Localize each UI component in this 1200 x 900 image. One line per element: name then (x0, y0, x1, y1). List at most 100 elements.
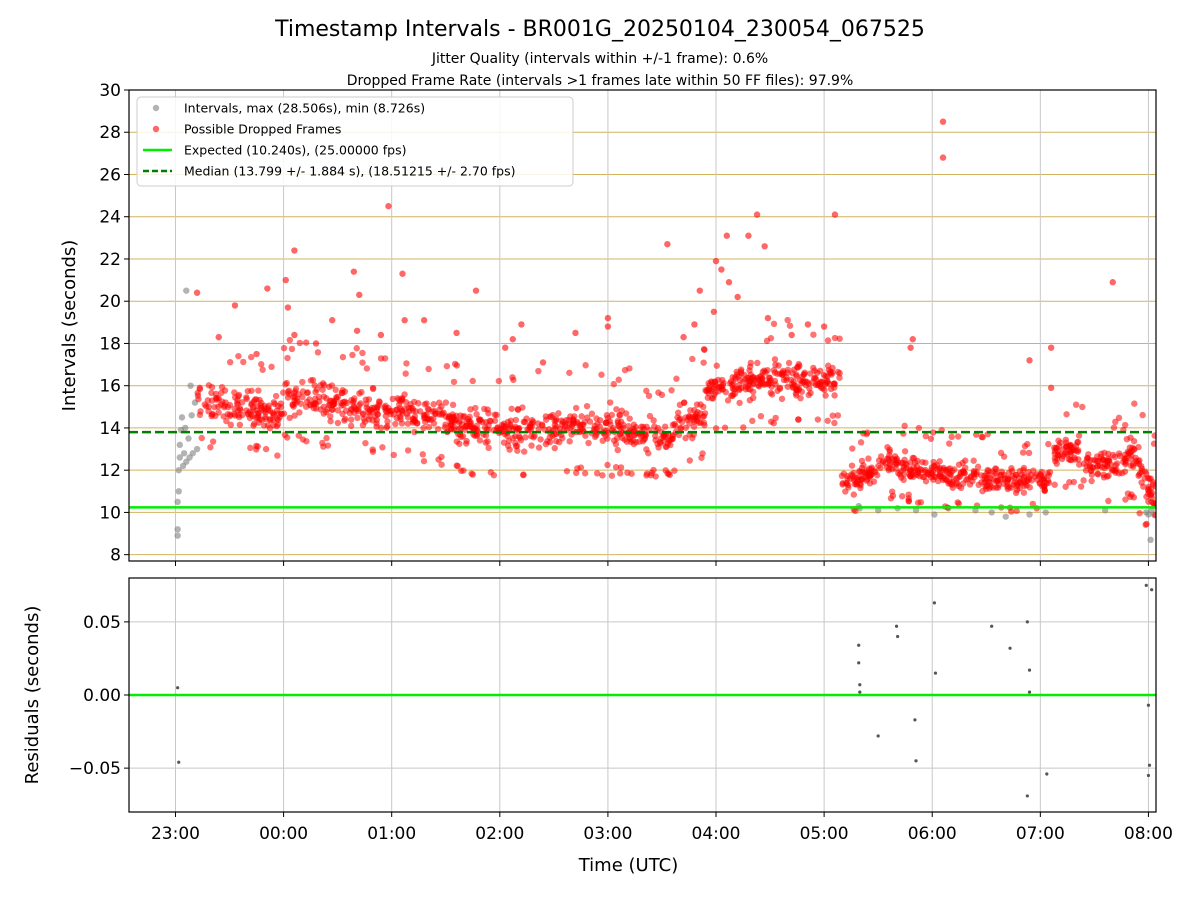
dropped-frame-point (646, 412, 654, 420)
dropped-frame-point (810, 331, 817, 338)
interval-point (180, 450, 188, 457)
dropped-frame-point (604, 314, 612, 322)
dropped-frame-point (546, 426, 553, 433)
dropped-frame-point (747, 359, 754, 367)
dropped-frame-point (708, 379, 716, 386)
dropped-frame-point (453, 329, 460, 337)
dropped-frame-point (476, 437, 484, 444)
dropped-frame-point (402, 370, 409, 377)
interval-point (185, 435, 192, 442)
dropped-frame-point (572, 329, 579, 337)
dropped-frame-point (802, 378, 809, 385)
dropped-frame-point (535, 444, 543, 451)
dropped-frame-point (504, 432, 511, 440)
dropped-frame-point (258, 361, 265, 368)
dropped-frame-point (404, 413, 412, 421)
dropped-frame-point (967, 473, 975, 480)
dropped-frame-point (334, 407, 342, 414)
dropped-frame-point (528, 442, 535, 449)
residual-point (177, 760, 181, 764)
dropped-frame-point (1139, 411, 1146, 419)
dropped-frame-point (969, 478, 976, 485)
dropped-frame-point (461, 426, 469, 433)
y-tick-label: 0.00 (83, 686, 121, 706)
dropped-frame-point (987, 474, 994, 482)
dropped-frame-point (1010, 481, 1017, 488)
interval-point (189, 450, 196, 457)
dropped-frame-point (797, 394, 804, 402)
dropped-frame-point (981, 472, 988, 480)
dropped-frame-point (621, 436, 628, 443)
dropped-frame-point (280, 344, 288, 352)
dropped-frame-point (650, 417, 657, 424)
dropped-frame-point (822, 392, 829, 399)
dropped-frame-point (786, 322, 794, 329)
residual-point (894, 624, 899, 628)
dropped-frame-point (1141, 468, 1149, 475)
dropped-frame-point (260, 422, 268, 429)
dropped-frame-point (375, 398, 383, 405)
dropped-frame-point (700, 346, 708, 353)
legend-label-intervals: Intervals, max (28.506s), min (8.726s) (184, 101, 425, 116)
dropped-frame-point (588, 410, 596, 417)
dropped-frame-point (848, 462, 856, 469)
dropped-frame-point (291, 412, 298, 419)
dropped-frame-point (1147, 485, 1155, 492)
dropped-frame-point (948, 433, 955, 441)
legend-marker-dropped (152, 125, 160, 133)
dropped-frame-point (785, 359, 793, 367)
dropped-frame-point (622, 410, 630, 417)
dropped-frame-point (949, 479, 956, 486)
residual-point (1150, 588, 1154, 592)
dropped-frame-point (831, 419, 838, 427)
dropped-frame-point (448, 414, 456, 421)
y-axis-label: Intervals (seconds) (59, 240, 80, 412)
interval-point (183, 287, 190, 294)
dropped-frame-point (302, 339, 310, 346)
dropped-frame-point (1150, 440, 1156, 447)
dropped-frame-point (296, 339, 304, 347)
dropped-frame-point (613, 435, 621, 442)
legend-label-dropped: Possible Dropped Frames (184, 122, 341, 137)
dropped-frame-point (735, 385, 742, 393)
dropped-frame-point (282, 276, 289, 284)
dropped-frame-point (1016, 467, 1024, 475)
dropped-frame-point (794, 364, 801, 371)
dropped-frame-point (793, 371, 800, 378)
interval-point (1002, 513, 1009, 520)
dropped-frame-point (205, 403, 213, 410)
dropped-frame-point (1152, 512, 1156, 519)
dropped-frame-point (1045, 440, 1052, 448)
dropped-frame-point (438, 461, 445, 468)
dropped-frame-point (1070, 478, 1078, 486)
dropped-frame-point (680, 333, 687, 341)
interval-point (188, 412, 195, 419)
dropped-frame-point (970, 457, 977, 464)
dropped-frame-point (1008, 467, 1016, 475)
dropped-frame-point (1121, 468, 1129, 475)
residual-point (1146, 773, 1151, 778)
dropped-frame-point (288, 345, 296, 353)
dropped-frame-point (484, 438, 491, 445)
dropped-frame-point (291, 388, 299, 395)
dropped-frame-point (628, 470, 635, 477)
dropped-frame-point (1138, 479, 1145, 486)
dropped-frame-point (886, 452, 893, 459)
dropped-frame-point (839, 480, 847, 487)
dropped-frame-point (439, 410, 446, 417)
dropped-frame-point (857, 439, 865, 446)
dropped-frame-point (291, 247, 298, 254)
dropped-frame-point (1129, 463, 1137, 470)
dropped-frame-point (930, 458, 937, 466)
dropped-frame-point (385, 202, 392, 210)
legend-label-expected: Expected (10.240s), (25.00000 fps) (184, 143, 406, 158)
dropped-frame-point (1135, 460, 1143, 468)
dropped-frame-point (690, 423, 698, 430)
dropped-frame-point (709, 395, 717, 402)
dropped-frame-point (691, 321, 698, 328)
interval-point (874, 507, 882, 514)
dropped-frame-point (1103, 473, 1111, 480)
dropped-frame-point (472, 287, 480, 294)
interval-point (988, 509, 995, 516)
